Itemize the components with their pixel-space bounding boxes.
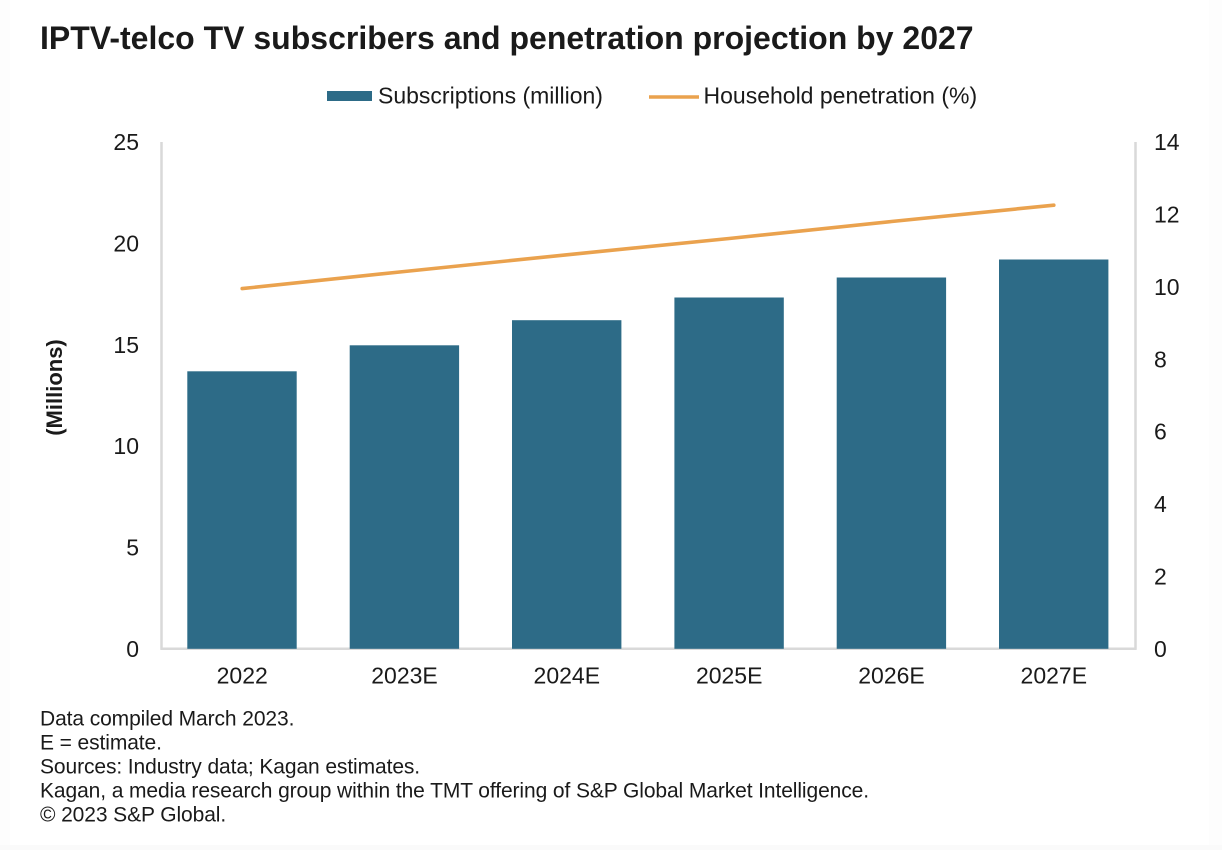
svg-text:(Millions): (Millions) (42, 339, 67, 436)
svg-text:2024E: 2024E (534, 663, 601, 689)
svg-text:2026E: 2026E (858, 663, 925, 689)
svg-text:Data compiled March 2023.: Data compiled March 2023. (40, 708, 294, 731)
svg-text:10: 10 (1154, 274, 1180, 300)
svg-text:E = estimate.: E = estimate. (40, 732, 162, 755)
svg-text:6: 6 (1154, 419, 1167, 445)
svg-text:8: 8 (1154, 346, 1167, 372)
svg-text:0: 0 (1154, 636, 1167, 662)
svg-text:5: 5 (126, 535, 139, 561)
svg-text:© 2023 S&P Global.: © 2023 S&P Global. (40, 804, 226, 827)
svg-text:Kagan, a media research group: Kagan, a media research group within the… (40, 780, 869, 803)
svg-text:4: 4 (1154, 491, 1167, 517)
svg-text:14: 14 (1154, 129, 1180, 155)
svg-text:20: 20 (113, 230, 139, 256)
svg-text:Subscriptions (million): Subscriptions (million) (378, 83, 603, 109)
svg-text:15: 15 (113, 332, 139, 358)
svg-text:Sources: Industry data; Kagan: Sources: Industry data; Kagan estimates. (40, 756, 420, 779)
svg-text:2022: 2022 (217, 663, 268, 689)
svg-text:12: 12 (1154, 201, 1180, 227)
svg-text:IPTV-telco TV subscribers and: IPTV-telco TV subscribers and penetratio… (40, 20, 974, 56)
svg-text:0: 0 (126, 636, 139, 662)
svg-text:2023E: 2023E (371, 663, 438, 689)
svg-text:10: 10 (113, 433, 139, 459)
svg-text:2025E: 2025E (696, 663, 763, 689)
svg-text:Household penetration (%): Household penetration (%) (704, 83, 978, 109)
svg-text:2027E: 2027E (1021, 663, 1088, 689)
svg-text:2: 2 (1154, 564, 1167, 590)
svg-text:25: 25 (113, 129, 139, 155)
